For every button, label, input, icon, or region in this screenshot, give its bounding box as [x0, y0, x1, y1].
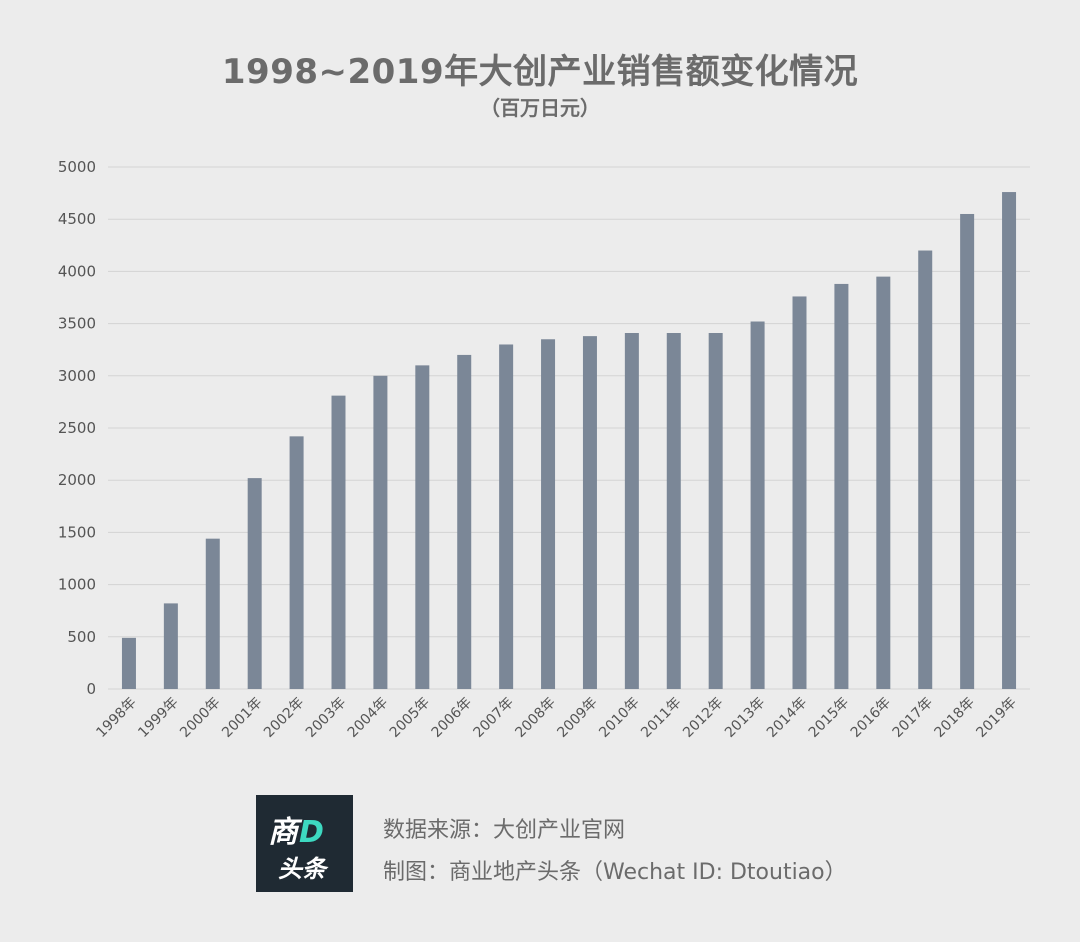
y-tick-label: 0 — [86, 680, 96, 698]
bar-2001年 — [247, 478, 262, 689]
bar-1998年 — [121, 637, 136, 689]
x-tick-label: 2000年 — [177, 695, 223, 741]
x-tick-label: 2009年 — [554, 695, 600, 741]
bar-2011年 — [666, 332, 681, 689]
bar-2019年 — [1002, 192, 1017, 689]
x-tick-label: 2015年 — [806, 695, 852, 741]
x-tick-label: 2017年 — [890, 695, 936, 741]
y-tick-label: 1000 — [58, 576, 96, 594]
y-tick-label: 5000 — [58, 158, 96, 176]
bar-2012年 — [708, 332, 723, 689]
x-tick-label: 2002年 — [261, 695, 307, 741]
bar-2013年 — [750, 321, 765, 689]
y-tick-label: 1500 — [58, 523, 96, 541]
y-tick-label: 500 — [67, 628, 96, 646]
x-tick-label: 2001年 — [219, 695, 265, 741]
credit-note: 制图：商业地产头条（Wechat ID: Dtoutiao） — [383, 860, 847, 885]
bar-2005年 — [415, 365, 430, 689]
x-tick-label: 2019年 — [973, 695, 1019, 741]
bar-2017年 — [918, 250, 933, 689]
x-tick-label: 2003年 — [303, 695, 349, 741]
bar-2018年 — [960, 213, 975, 690]
y-tick-label: 4000 — [58, 262, 96, 280]
bar-2016年 — [876, 276, 891, 689]
x-tick-label: 1999年 — [135, 695, 181, 741]
x-tick-label: 2016年 — [848, 695, 894, 741]
bar-2002年 — [289, 436, 304, 689]
x-tick-label: 2004年 — [345, 695, 391, 741]
y-tick-label: 2000 — [58, 471, 96, 489]
bar-2003年 — [331, 395, 346, 689]
brand-logo: 商D 头条 — [256, 795, 353, 892]
bar-2007年 — [499, 344, 514, 689]
chart-title: 1998~2019年大创产业销售额变化情况 — [221, 52, 859, 92]
bar-1999年 — [163, 603, 178, 689]
bar-2004年 — [373, 375, 388, 689]
y-tick-label: 2500 — [58, 419, 96, 437]
bar-chart: 0 500 1000 1500 2000 2500 3000 3500 4000 4500 5000… — [58, 158, 1030, 741]
bar-2006年 — [457, 354, 472, 689]
y-tick-label: 3000 — [58, 367, 96, 385]
y-tick-label: 4500 — [58, 210, 96, 228]
logo-top-text: 商D — [268, 807, 324, 851]
x-tick-label: 2014年 — [764, 695, 810, 741]
bar-2009年 — [582, 336, 597, 689]
x-tick-label: 2010年 — [596, 695, 642, 741]
source-note: 数据来源：大创产业官网 — [383, 818, 626, 843]
x-tick-label: 1998年 — [93, 695, 139, 741]
bar-2010年 — [624, 332, 639, 689]
x-tick-label: 2018年 — [932, 695, 978, 741]
x-tick-label: 2006年 — [429, 695, 475, 741]
x-tick-label: 2007年 — [471, 695, 517, 741]
logo-char: 商 — [268, 815, 298, 850]
bar-2014年 — [792, 296, 807, 689]
logo-accent-letter: D — [299, 815, 324, 850]
x-tick-label: 2011年 — [638, 695, 684, 741]
x-tick-label: 2005年 — [387, 695, 433, 741]
y-tick-label: 3500 — [58, 315, 96, 333]
bar-2008年 — [541, 339, 556, 689]
logo-bottom-text: 头条 — [278, 855, 326, 883]
x-tick-label: 2008年 — [512, 695, 558, 741]
x-tick-label: 2013年 — [722, 695, 768, 741]
chart-subtitle: （百万日元） — [480, 96, 600, 120]
bar-2000年 — [205, 538, 220, 689]
bar-2015年 — [834, 283, 849, 689]
x-tick-label: 2012年 — [680, 695, 726, 741]
